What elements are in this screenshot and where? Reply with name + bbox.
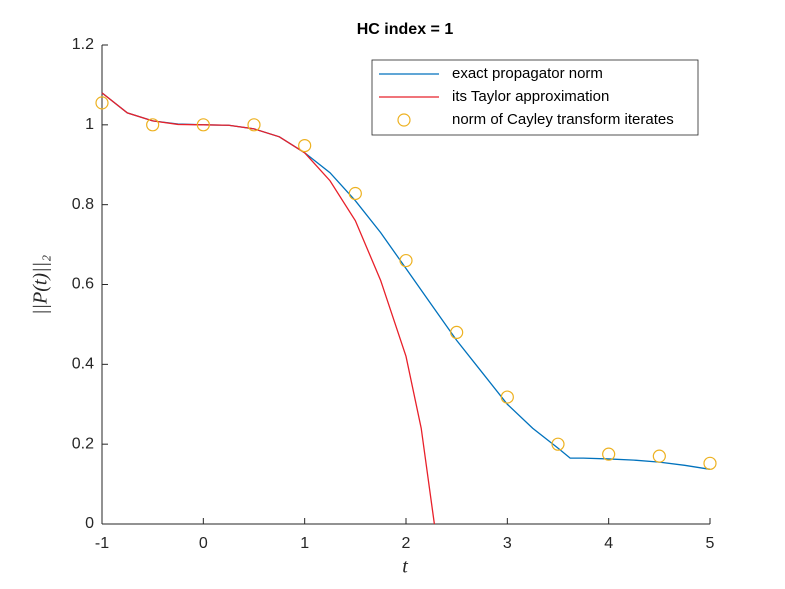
legend-label: its Taylor approximation (452, 88, 609, 105)
marker (703, 456, 717, 470)
x-tick-label: 4 (604, 535, 613, 552)
marker (551, 437, 565, 451)
legend-label: exact propagator norm (452, 65, 603, 82)
y-tick-label: 0.4 (72, 356, 94, 373)
series-line (101, 92, 711, 470)
y-tick-label: 0 (85, 515, 94, 532)
x-tick-label: 5 (706, 535, 715, 552)
y-tick-label: 1 (85, 116, 94, 133)
y-tick-label: 1.2 (72, 36, 94, 53)
x-tick-label: 0 (199, 535, 208, 552)
y-tick-label: 0.2 (72, 435, 94, 452)
legend-label: norm of Cayley transform iterates (452, 111, 674, 128)
y-tick-label: 0.8 (72, 196, 94, 213)
marker (348, 186, 362, 201)
x-tick-label: 3 (503, 535, 512, 552)
x-tick-label: 2 (402, 535, 411, 552)
x-tick-label: 1 (300, 535, 309, 552)
marker (500, 390, 514, 404)
y-axis-label: ||P(t)||₂ (30, 255, 52, 315)
marker (196, 118, 210, 132)
marker (247, 118, 261, 132)
chart-title: HC index = 1 (357, 21, 454, 38)
y-tick-label: 0.6 (72, 276, 94, 293)
marker (602, 447, 616, 461)
x-axis-label: t (402, 556, 408, 578)
marker (450, 325, 464, 339)
marker (146, 118, 160, 132)
legend-marker (397, 113, 411, 127)
marker (652, 449, 666, 463)
marker (95, 96, 109, 110)
marker (298, 138, 312, 153)
x-tick-label: -1 (95, 535, 109, 552)
series-line (101, 92, 436, 525)
marker (399, 253, 413, 268)
